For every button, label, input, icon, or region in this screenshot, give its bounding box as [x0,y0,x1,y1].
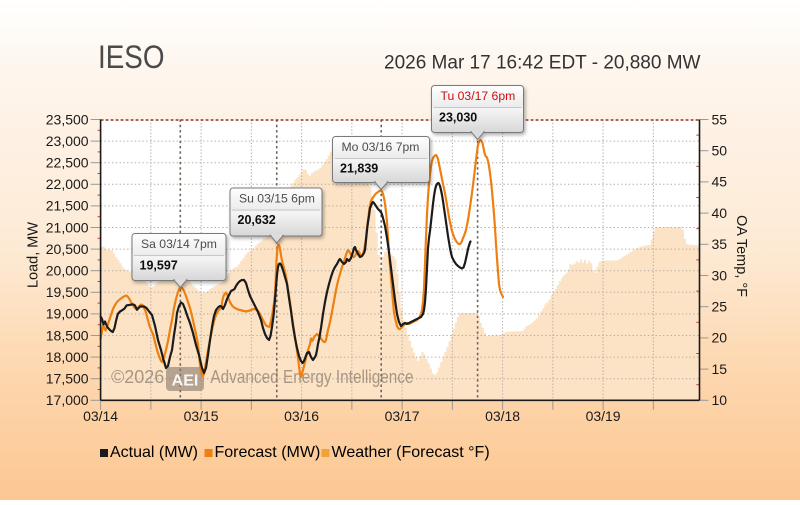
svg-text:2026 Mar 17 16:42 EDT - 20,880: 2026 Mar 17 16:42 EDT - 20,880 MW [384,53,701,74]
svg-text:22,500: 22,500 [46,155,89,171]
svg-text:20,500: 20,500 [46,241,89,257]
svg-text:19,597: 19,597 [140,259,178,273]
svg-text:20,632: 20,632 [238,213,276,227]
svg-text:20,000: 20,000 [46,263,89,279]
svg-text:03/19: 03/19 [586,408,621,424]
svg-text:03/14: 03/14 [83,408,118,424]
svg-text:Weather (Forecast °F): Weather (Forecast °F) [332,444,490,461]
svg-text:Sa 03/14 7pm: Sa 03/14 7pm [141,237,217,251]
svg-text:21,839: 21,839 [340,162,378,176]
svg-text:03/18: 03/18 [485,408,520,424]
svg-text:AEI: AEI [172,373,199,390]
svg-text:35: 35 [712,236,728,252]
svg-text:55: 55 [712,111,728,127]
svg-text:Forecast (MW): Forecast (MW) [215,444,321,461]
svg-text:Load, MW: Load, MW [26,222,42,288]
svg-text:19,000: 19,000 [46,306,89,322]
svg-text:Advanced Energy Intelligence: Advanced Energy Intelligence [210,367,413,388]
svg-text:Mo 03/16 7pm: Mo 03/16 7pm [342,140,420,154]
svg-text:50: 50 [712,143,728,159]
svg-text:OA Temp, °F: OA Temp, °F [733,215,749,297]
svg-text:Actual (MW): Actual (MW) [110,444,198,461]
svg-text:23,500: 23,500 [46,111,89,127]
svg-text:23,030: 23,030 [439,111,477,125]
svg-text:21,000: 21,000 [46,219,89,235]
svg-text:21,500: 21,500 [46,198,89,214]
svg-text:Tu 03/17 6pm: Tu 03/17 6pm [441,89,516,103]
svg-text:25: 25 [712,299,728,315]
svg-text:03/16: 03/16 [284,408,319,424]
svg-text:22,000: 22,000 [46,176,89,192]
svg-text:45: 45 [712,174,728,190]
svg-text:17,500: 17,500 [46,371,89,387]
svg-text:IESO: IESO [98,40,165,75]
svg-text:Su 03/15 6pm: Su 03/15 6pm [239,191,315,205]
svg-text:03/17: 03/17 [385,408,420,424]
svg-text:©2026: ©2026 [111,367,164,387]
svg-text:30: 30 [712,267,728,283]
svg-text:40: 40 [712,205,728,221]
svg-text:18,500: 18,500 [46,327,89,343]
svg-text:03/15: 03/15 [184,408,219,424]
svg-text:23,000: 23,000 [46,133,89,149]
svg-text:15: 15 [712,361,728,377]
svg-text:10: 10 [712,392,728,408]
svg-text:19,500: 19,500 [46,284,89,300]
svg-text:20: 20 [712,330,728,346]
svg-text:17,000: 17,000 [46,392,89,408]
svg-text:18,000: 18,000 [46,349,89,365]
